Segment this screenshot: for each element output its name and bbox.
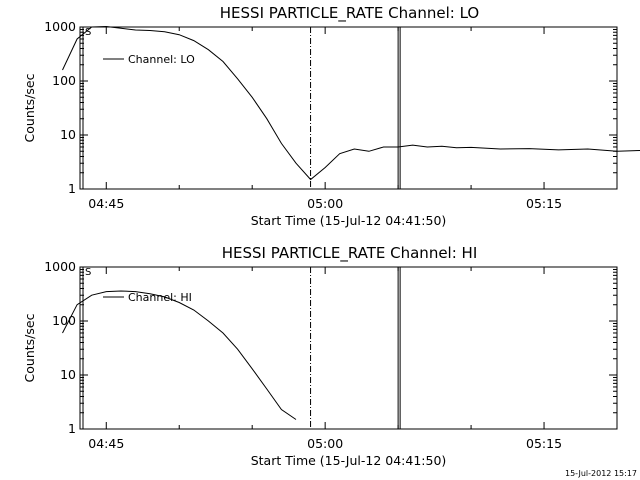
x-tick-label: 05:00 [307,436,343,451]
x-tick-label: 05:15 [526,196,562,211]
series-line [62,290,297,420]
x-tick-label: 04:45 [88,436,124,451]
y-axis-label: Counts/sec [22,73,37,142]
y-tick-label: 100 [52,313,76,328]
y-tick-label: 100 [52,73,76,88]
y-tick-label: 1000 [44,19,76,34]
x-tick-label: 05:00 [307,196,343,211]
plot-frame [79,26,618,190]
series-line [62,25,640,181]
legend-label: Channel: LO [128,53,195,66]
chart-title: HESSI PARTICLE_RATE Channel: LO [220,4,479,23]
x-tick-label: 05:15 [526,436,562,451]
plot-panel-lo: HESSI PARTICLE_RATE Channel: LO Start Ti… [22,4,640,228]
event-marker-label: S [85,267,91,278]
y-tick-label: 10 [60,127,76,142]
legend-label: Channel: HI [128,291,192,304]
event-marker-label: S [85,27,91,38]
y-tick-label: 1 [68,421,76,436]
chart-title: HESSI PARTICLE_RATE Channel: HI [222,244,478,263]
plot-frame [79,266,618,430]
y-tick-label: 1 [68,181,76,196]
x-axis-label: Start Time (15-Jul-12 04:41:50) [251,453,447,468]
y-tick-label: 10 [60,367,76,382]
plot-panel-hi: HESSI PARTICLE_RATE Channel: HI Start Ti… [22,244,618,468]
x-axis-label: Start Time (15-Jul-12 04:41:50) [251,213,447,228]
plot-timestamp: 15-Jul-2012 15:17 [565,469,637,478]
y-tick-label: 1000 [44,259,76,274]
y-axis-label: Counts/sec [22,313,37,382]
x-tick-label: 04:45 [88,196,124,211]
